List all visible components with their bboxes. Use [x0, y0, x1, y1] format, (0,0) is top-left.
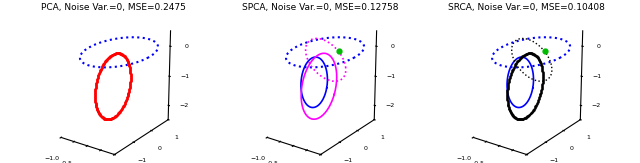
Title: SPCA, Noise Var.=0, MSE=0.12758: SPCA, Noise Var.=0, MSE=0.12758 [242, 3, 398, 12]
Title: SRCA, Noise Var.=0, MSE=0.10408: SRCA, Noise Var.=0, MSE=0.10408 [447, 3, 605, 12]
Title: PCA, Noise Var.=0, MSE=0.2475: PCA, Noise Var.=0, MSE=0.2475 [42, 3, 186, 12]
